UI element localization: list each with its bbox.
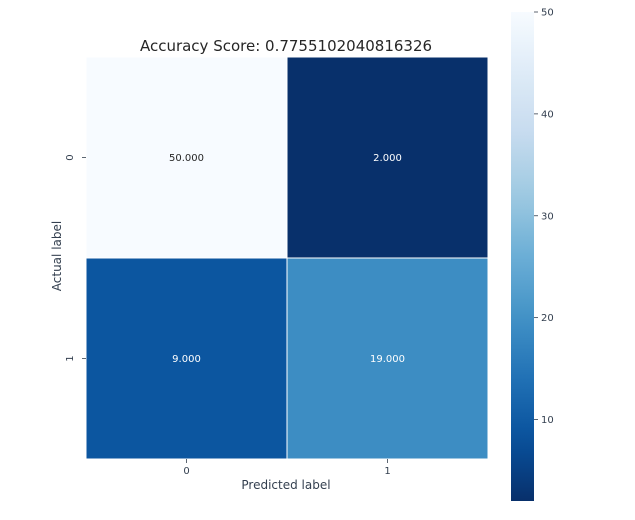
colorbar-tick-label: 10 xyxy=(541,415,554,426)
heatmap-cell xyxy=(85,56,288,259)
chart-title: Accuracy Score: 0.7755102040816326 xyxy=(140,37,432,55)
heatmap-cell xyxy=(286,257,489,460)
colorbar xyxy=(511,12,534,501)
x-tick-label: 1 xyxy=(384,466,390,477)
y-axis-ticks: 01 xyxy=(65,154,86,362)
y-axis-label: Actual label xyxy=(50,221,64,291)
heatmap-cell xyxy=(286,56,489,259)
heatmap-cell xyxy=(85,257,288,460)
colorbar-ticks: 10 20 30 40 50 xyxy=(534,8,554,426)
heatmap-cell-label: 19.000 xyxy=(370,354,405,365)
x-axis-label: Predicted label xyxy=(241,478,330,492)
heatmap-cells xyxy=(85,56,489,460)
y-tick-label: 0 xyxy=(65,154,76,160)
x-tick-label: 0 xyxy=(183,466,189,477)
heatmap-cell-label: 9.000 xyxy=(172,354,201,365)
heatmap-cell-labels: 50.000 2.000 9.000 19.000 xyxy=(169,153,405,365)
colorbar-tick-label: 20 xyxy=(541,313,554,324)
colorbar-tick-label: 30 xyxy=(541,211,554,222)
heatmap-cell-label: 2.000 xyxy=(373,153,402,164)
y-tick-label: 1 xyxy=(65,355,76,361)
colorbar-tick-label: 50 xyxy=(541,8,554,19)
heatmap-cell-label: 50.000 xyxy=(169,153,204,164)
colorbar-tick-label: 40 xyxy=(541,109,554,120)
